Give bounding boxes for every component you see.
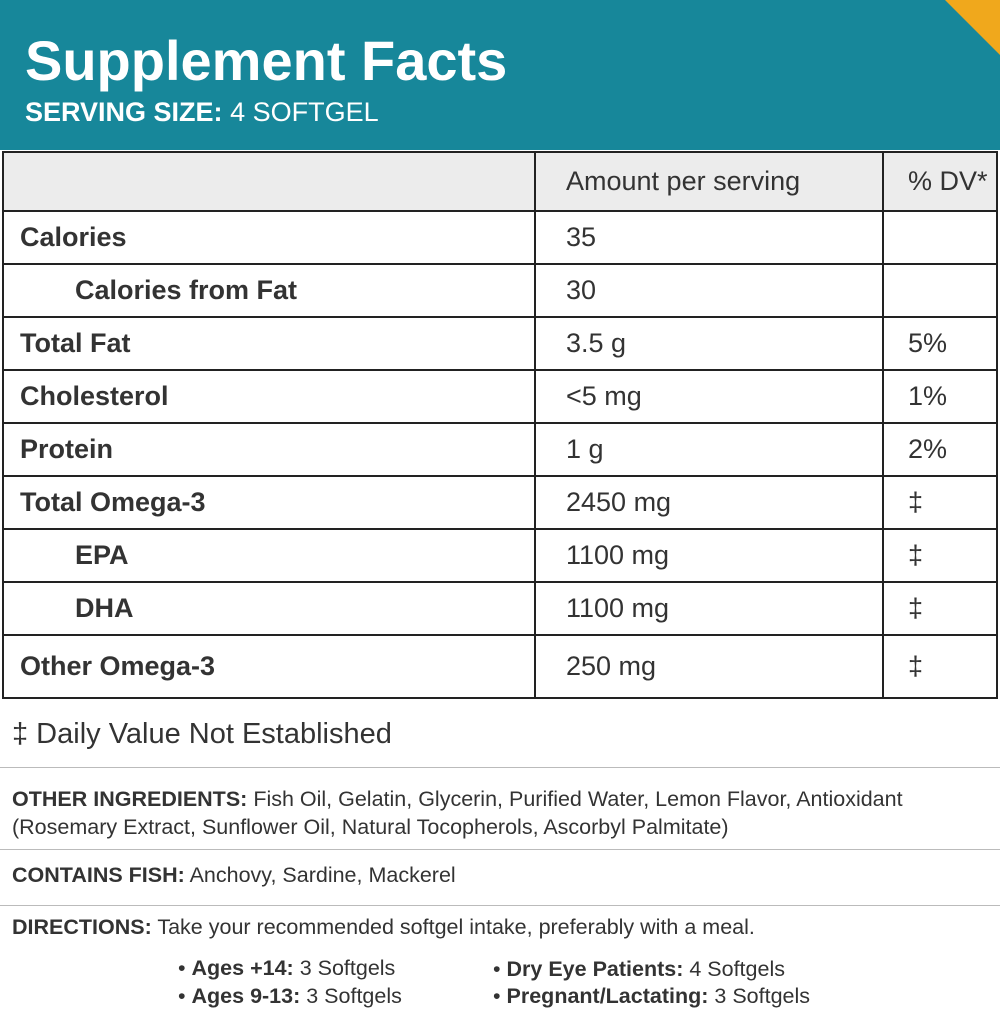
directions: DIRECTIONS: Take your recommended softge… xyxy=(12,913,992,941)
text: 3 Softgels xyxy=(299,956,396,980)
label: DHA xyxy=(2,581,536,636)
label: Calories from Fat xyxy=(2,263,536,318)
direction-item: • Dry Eye Patients: 4 Softgels xyxy=(493,957,785,981)
row: DHA 1100 mg ‡ xyxy=(2,581,998,636)
header: Supplement Facts SERVING SIZE: 4 SOFTGEL xyxy=(0,0,1000,150)
label: Cholesterol xyxy=(2,369,536,424)
amount: 1100 mg xyxy=(534,581,884,636)
label: Dry Eye Patients: xyxy=(506,957,684,981)
row: Cholesterol <5 mg 1% xyxy=(2,369,998,424)
label: Total Fat xyxy=(2,316,536,371)
dv: ‡ xyxy=(882,528,998,583)
other-ingredients: OTHER INGREDIENTS: Fish Oil, Gelatin, Gl… xyxy=(12,785,992,841)
facts-table: Amount per serving% DV* Calories 35 Calor… xyxy=(2,151,998,699)
title: Supplement Facts xyxy=(25,29,508,92)
row: Total Fat 3.5 g 5% xyxy=(2,316,998,371)
serving-label: SERVING SIZE: xyxy=(25,97,223,127)
dv: 1% xyxy=(882,369,998,424)
label: Calories xyxy=(2,210,536,265)
direction-item: • Ages +14: 3 Softgels xyxy=(178,956,396,980)
text: Anchovy, Sardine, Mackerel xyxy=(189,863,456,887)
amount: 30 xyxy=(534,263,884,318)
row: Total Omega-3 2450 mg ‡ xyxy=(2,475,998,530)
label: Protein xyxy=(2,422,536,477)
dv: ‡ xyxy=(882,581,998,636)
label: Pregnant/Lactating: xyxy=(506,984,709,1008)
label: Total Omega-3 xyxy=(2,475,536,530)
serving-value: 4 SOFTGEL xyxy=(230,97,379,127)
direction-item: • Pregnant/Lactating: 3 Softgels xyxy=(493,984,811,1008)
column-header: % DV* xyxy=(882,151,998,212)
row: Calories 35 xyxy=(2,210,998,265)
label: Ages +14: xyxy=(191,956,294,980)
column-header: Amount per serving xyxy=(534,151,884,212)
row: Protein 1 g 2% xyxy=(2,422,998,477)
cell xyxy=(882,263,998,318)
label: DIRECTIONS: xyxy=(12,915,152,939)
label: OTHER INGREDIENTS: xyxy=(12,787,248,811)
header-row: Amount per serving% DV* xyxy=(2,151,998,212)
divider xyxy=(0,849,1000,850)
text: 4 Softgels xyxy=(689,957,785,981)
footnote: ‡ Daily Value Not Established xyxy=(12,718,392,750)
divider xyxy=(0,767,1000,768)
text: 3 Softgels xyxy=(714,984,811,1008)
amount: 1 g xyxy=(534,422,884,477)
amount: 35 xyxy=(534,210,884,265)
row: Other Omega-3 250 mg ‡ xyxy=(2,634,998,699)
amount: 3.5 g xyxy=(534,316,884,371)
amount: <5 mg xyxy=(534,369,884,424)
dv: ‡ xyxy=(882,475,998,530)
text: 3 Softgels xyxy=(306,984,402,1008)
label: Ages 9-13: xyxy=(191,984,301,1008)
text: Take your recommended softgel intake, pr… xyxy=(157,915,755,939)
amount: 1100 mg xyxy=(534,528,884,583)
cell xyxy=(2,151,536,212)
row: EPA 1100 mg ‡ xyxy=(2,528,998,583)
divider xyxy=(0,905,1000,906)
row: Calories from Fat 30 xyxy=(2,263,998,318)
direction-item: • Ages 9-13: 3 Softgels xyxy=(178,984,402,1008)
serving-size: SERVING SIZE: 4 SOFTGEL xyxy=(25,97,379,128)
label: Other Omega-3 xyxy=(2,634,536,699)
dv: 2% xyxy=(882,422,998,477)
dv: ‡ xyxy=(882,634,998,699)
label: CONTAINS FISH: xyxy=(12,863,185,887)
cell xyxy=(882,210,998,265)
amount: 250 mg xyxy=(534,634,884,699)
label: EPA xyxy=(2,528,536,583)
amount: 2450 mg xyxy=(534,475,884,530)
contains-fish: CONTAINS FISH: Anchovy, Sardine, Mackere… xyxy=(12,861,992,889)
corner-accent xyxy=(945,0,1000,55)
dv: 5% xyxy=(882,316,998,371)
text: Fish Oil, Gelatin, Glycerin, Purified Wa… xyxy=(12,787,903,839)
